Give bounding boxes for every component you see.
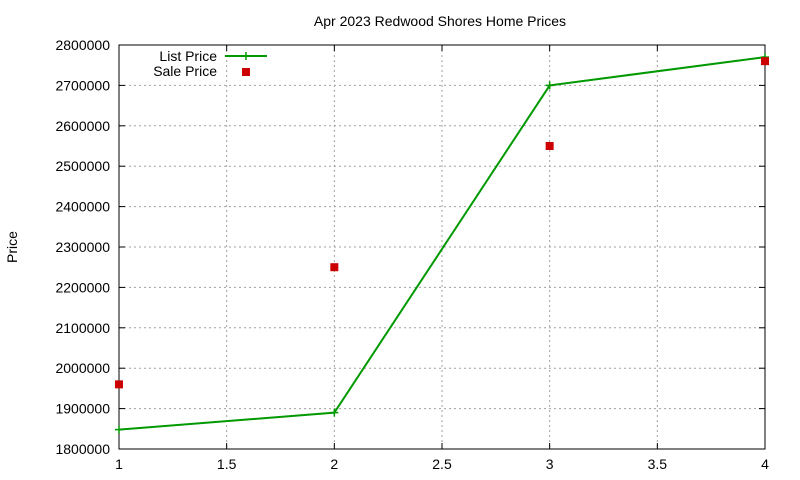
x-tick-label: 3 (546, 456, 554, 472)
x-tick-label: 1.5 (217, 456, 237, 472)
x-tick-label: 2.5 (432, 456, 452, 472)
legend-marker-list-price (242, 52, 250, 60)
list-price-line (118, 56, 766, 431)
y-tick-label: 2400000 (55, 199, 110, 215)
y-tick-label: 1900000 (55, 401, 110, 417)
list-price-point (330, 408, 339, 417)
y-tick-label: 2500000 (55, 158, 110, 174)
list-price-point (545, 81, 554, 90)
plot-frame (118, 44, 766, 450)
x-tick-label: 2 (330, 456, 338, 472)
plot-area (115, 53, 769, 434)
y-tick-label: 2700000 (55, 77, 110, 93)
sale-price-point (761, 57, 769, 66)
y-tick-label: 2100000 (55, 320, 110, 336)
legend-label-list-price: List Price (159, 48, 217, 64)
y-tick-label: 2600000 (55, 118, 110, 134)
list-price-point (115, 425, 123, 434)
x-tick-label: 3.5 (648, 456, 668, 472)
sale-price-point (545, 142, 554, 150)
legend-marker-sale-price (242, 68, 250, 76)
x-tick-label: 4 (761, 456, 769, 472)
y-tick-label: 2800000 (55, 37, 110, 53)
x-tick-label: 1 (115, 456, 123, 472)
y-tick-label: 2300000 (55, 239, 110, 255)
y-tick-label: 1800000 (55, 441, 110, 457)
y-tick-label: 2200000 (55, 279, 110, 295)
sale-price-point (115, 380, 123, 389)
axes: 1800000 1900000 2000000 2100000 2200000 23000… (55, 37, 769, 472)
chart-title: Apr 2023 Redwood Shores Home Prices (314, 13, 566, 29)
y-tick-label: 2000000 (55, 360, 110, 376)
legend-label-sale-price: Sale Price (153, 63, 217, 79)
y-axis-label: Price (4, 231, 20, 263)
sale-price-point (330, 263, 339, 272)
grid (119, 45, 765, 449)
